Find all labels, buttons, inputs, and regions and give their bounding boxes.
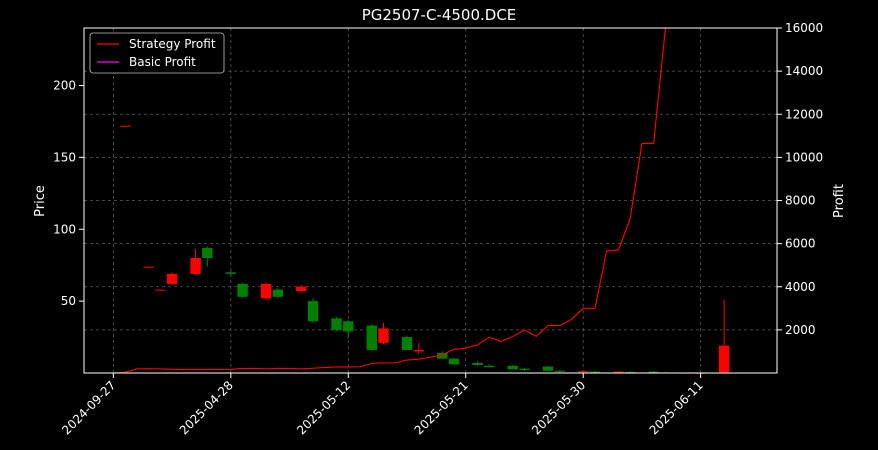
candle xyxy=(413,342,424,355)
candle xyxy=(272,288,284,299)
candle xyxy=(155,289,166,292)
candle xyxy=(166,272,178,286)
candle-body xyxy=(296,286,307,292)
candle-body xyxy=(577,371,589,373)
strategy-profit-line xyxy=(113,27,678,374)
candle xyxy=(519,367,530,371)
candle-body xyxy=(413,350,424,352)
left-tick-label: 100 xyxy=(53,222,76,236)
legend-basic-label: Basic Profit xyxy=(129,55,196,69)
candle-body xyxy=(378,328,389,343)
candle-body xyxy=(484,365,495,368)
candle-body xyxy=(554,370,565,372)
legend-box xyxy=(89,32,225,74)
chart-title: PG2507-C-4500.DCE xyxy=(362,6,517,24)
candle xyxy=(542,365,554,371)
right-tick-label: 12000 xyxy=(785,107,823,121)
candle-body xyxy=(237,283,248,297)
candle xyxy=(507,365,518,370)
candle-body xyxy=(331,318,342,330)
candle xyxy=(202,246,213,267)
left-tick-label: 50 xyxy=(61,294,76,308)
candle xyxy=(225,270,237,277)
candle-body xyxy=(143,266,154,268)
candle xyxy=(190,249,201,276)
candle-body xyxy=(507,365,518,370)
candle xyxy=(589,370,601,373)
candle-body xyxy=(307,301,319,322)
candle xyxy=(237,282,248,299)
candle xyxy=(401,335,413,350)
candle-body xyxy=(155,289,166,291)
candle-body xyxy=(343,321,354,332)
candle xyxy=(119,125,131,128)
candle-body xyxy=(366,325,377,350)
candle-body xyxy=(718,345,730,373)
candle xyxy=(331,316,342,332)
right-tick-label: 4000 xyxy=(785,280,816,294)
candle xyxy=(378,322,389,345)
candle-body xyxy=(624,371,636,373)
strategy-profit-layer xyxy=(113,27,678,374)
candle xyxy=(624,371,636,373)
right-tick-label: 6000 xyxy=(785,237,816,251)
candle-body xyxy=(519,368,530,371)
candle-body xyxy=(119,125,131,127)
candle xyxy=(366,324,377,352)
right-tick-label: 8000 xyxy=(785,194,816,208)
left-axis-label: Price xyxy=(33,185,48,217)
candle xyxy=(648,371,659,373)
candles-layer xyxy=(119,125,730,374)
candle xyxy=(484,364,495,368)
candle xyxy=(472,361,483,366)
candle-body xyxy=(648,371,659,373)
right-axis-ticks: 2000 4000 6000 8000 10000 12000 14000 16000 xyxy=(777,21,823,337)
right-tick-label: 16000 xyxy=(785,21,823,35)
candle xyxy=(577,370,589,373)
candle xyxy=(613,371,624,373)
left-axis-ticks: 50 100 150 200 xyxy=(53,79,84,308)
candle xyxy=(718,299,730,373)
legend-strategy-label: Strategy Profit xyxy=(129,37,216,51)
candle xyxy=(260,282,272,300)
candle-body xyxy=(401,337,413,350)
candle xyxy=(296,285,307,293)
candle xyxy=(307,298,319,323)
legend: Strategy Profit Basic Profit xyxy=(89,32,225,74)
candle xyxy=(448,357,460,365)
candle-body xyxy=(190,258,201,274)
candle-body xyxy=(225,272,237,274)
grid-lines xyxy=(84,27,777,373)
candle-body xyxy=(448,358,460,365)
left-tick-label: 200 xyxy=(53,79,76,93)
right-axis-label: Profit xyxy=(832,184,847,218)
left-tick-label: 150 xyxy=(53,150,76,164)
candle-body xyxy=(260,283,272,299)
right-tick-label: 10000 xyxy=(785,150,823,164)
candle-body xyxy=(166,273,178,284)
candle-body xyxy=(202,247,213,258)
candle-body xyxy=(613,371,624,373)
candle xyxy=(343,319,354,339)
candle xyxy=(554,370,565,373)
right-tick-label: 14000 xyxy=(785,64,823,78)
right-tick-label: 2000 xyxy=(785,323,816,337)
candle-body xyxy=(472,362,483,366)
candle-body xyxy=(272,289,284,297)
candle-body xyxy=(589,371,601,373)
candle-body xyxy=(437,352,448,359)
candle-body xyxy=(542,366,554,371)
candle xyxy=(143,266,154,269)
